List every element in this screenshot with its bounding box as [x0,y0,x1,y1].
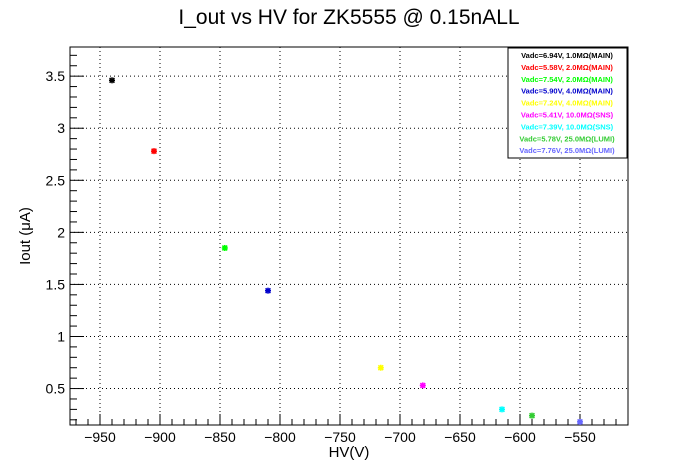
data-point [529,412,535,419]
legend-entry: Vadc=7.54V, 2.0MΩ(MAIN) [521,75,613,84]
x-tick-label: −700 [384,429,416,445]
data-point [499,406,505,413]
x-tick-label: −750 [324,429,356,445]
data-point [151,148,157,155]
legend-entry: Vadc=5.78V, 25.0MΩ(LUMI) [519,134,615,143]
plot-frame [69,46,629,426]
axis-ticks: −950 −900 −850 −800 −750 −700 −650 −600 −550 0.5 1… [46,54,629,445]
legend-entry: Vadc=5.90V, 4.0MΩ(MAIN) [521,87,613,96]
data-point [577,418,583,425]
legend-entry: Vadc=5.58V, 2.0MΩ(MAIN) [521,63,613,72]
y-tick-label: 1 [57,328,65,344]
legend-entry: Vadc=7.39V, 10.0MΩ(SNS) [521,122,614,131]
x-axis-label: HV(V) [329,444,370,461]
data-point [265,287,271,294]
legend-entry: Vadc=7.24V, 4.0MΩ(MAIN) [521,99,613,108]
data-point [221,244,228,251]
chart-title: I_out vs HV for ZK5555 @ 0.15nALL [178,6,519,29]
y-tick-label: 0.5 [46,381,66,397]
y-tick-label: 1.5 [46,276,66,292]
x-tick-label: −900 [144,429,176,445]
y-tick-label: 3 [57,120,65,136]
x-tick-label: −650 [444,429,476,445]
data-point [109,77,115,84]
x-tick-label: −550 [564,429,596,445]
data-point [377,364,384,371]
legend-entry: Vadc=5.41V, 10.0MΩ(SNS) [521,111,614,120]
y-tick-label: 2.5 [46,172,66,188]
x-tick-label: −850 [204,429,236,445]
legend: Vadc=6.94V, 1.0MΩ(MAIN) Vadc=5.58V, 2.0MΩ… [507,47,628,159]
y-tick-label: 3.5 [46,68,66,84]
x-tick-label: −950 [84,429,116,445]
x-tick-label: −600 [504,429,536,445]
y-tick-label: 2 [57,224,65,240]
legend-box [507,47,628,159]
data-points [109,77,583,425]
legend-entry: Vadc=7.76V, 25.0MΩ(LUMI) [519,146,615,155]
y-axis-label: Iout (μA) [17,207,34,265]
data-point [419,382,426,389]
legend-entry: Vadc=6.94V, 1.0MΩ(MAIN) [521,51,613,60]
x-tick-label: −800 [264,429,296,445]
